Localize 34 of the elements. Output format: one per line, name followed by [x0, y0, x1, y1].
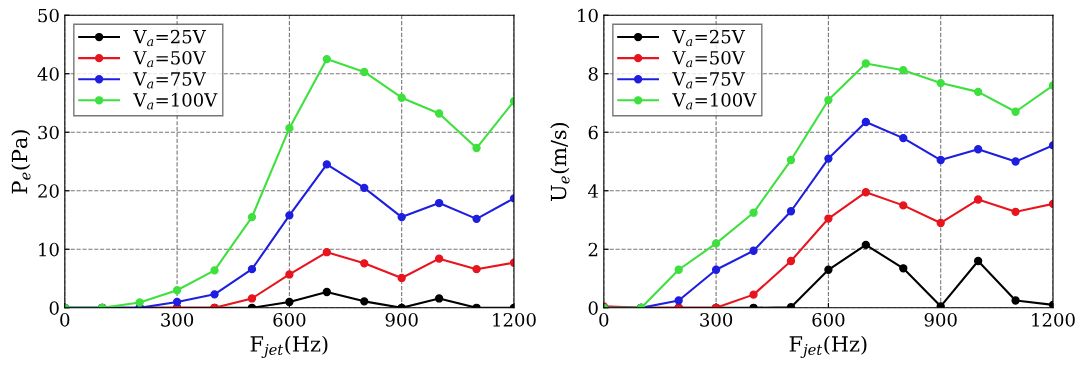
y-tick-label: 10 — [578, 8, 598, 23]
x-tick-label: 300 — [700, 312, 733, 327]
y-tick-label: 20 — [38, 184, 59, 198]
y-tick-label: 4 — [588, 184, 599, 198]
legend-label: V$_{a}$=100V — [672, 93, 757, 110]
x-tick-label: 600 — [812, 312, 845, 327]
y-tick-label: 40 — [37, 67, 59, 81]
y-tick-label: 10 — [39, 242, 59, 257]
y-axis-title: U$_{e}$(m/s) — [550, 122, 570, 201]
y-tick-label: 0 — [588, 301, 598, 315]
x-tick-label: 900 — [385, 312, 418, 327]
x-axis-title: F$_{jet}$(Hz) — [789, 335, 867, 359]
legend-label: V$_{a}$=50V — [672, 50, 746, 68]
x-tick-label: 1200 — [493, 312, 536, 327]
x-axis-title: F$_{jet}$(Hz) — [250, 335, 328, 359]
x-tick-label: 1200 — [1032, 312, 1075, 327]
legend-label: V$_{a}$=75V — [672, 72, 746, 89]
legend-label: V$_{a}$=100V — [133, 93, 218, 110]
y-tick-label: 6 — [588, 125, 598, 140]
y-tick-label: 50 — [38, 8, 59, 23]
x-tick-label: 600 — [273, 312, 306, 327]
y-tick-label: 8 — [588, 67, 598, 81]
x-tick-label: 900 — [924, 312, 957, 327]
y-tick-label: 2 — [588, 242, 598, 257]
y-tick-label: 30 — [38, 125, 59, 140]
x-tick-label: 0 — [60, 312, 70, 327]
legend-label: V$_{a}$=25V — [133, 29, 207, 47]
legend-label: V$_{a}$=50V — [133, 50, 207, 68]
x-tick-label: 0 — [599, 312, 609, 327]
legend-label: V$_{a}$=75V — [133, 72, 207, 89]
x-tick-label: 300 — [161, 312, 194, 327]
y-axis-title: P$_{e}$(Pa) — [11, 130, 31, 194]
legend-label: V$_{a}$=25V — [672, 29, 746, 47]
y-tick-label: 0 — [49, 301, 59, 315]
